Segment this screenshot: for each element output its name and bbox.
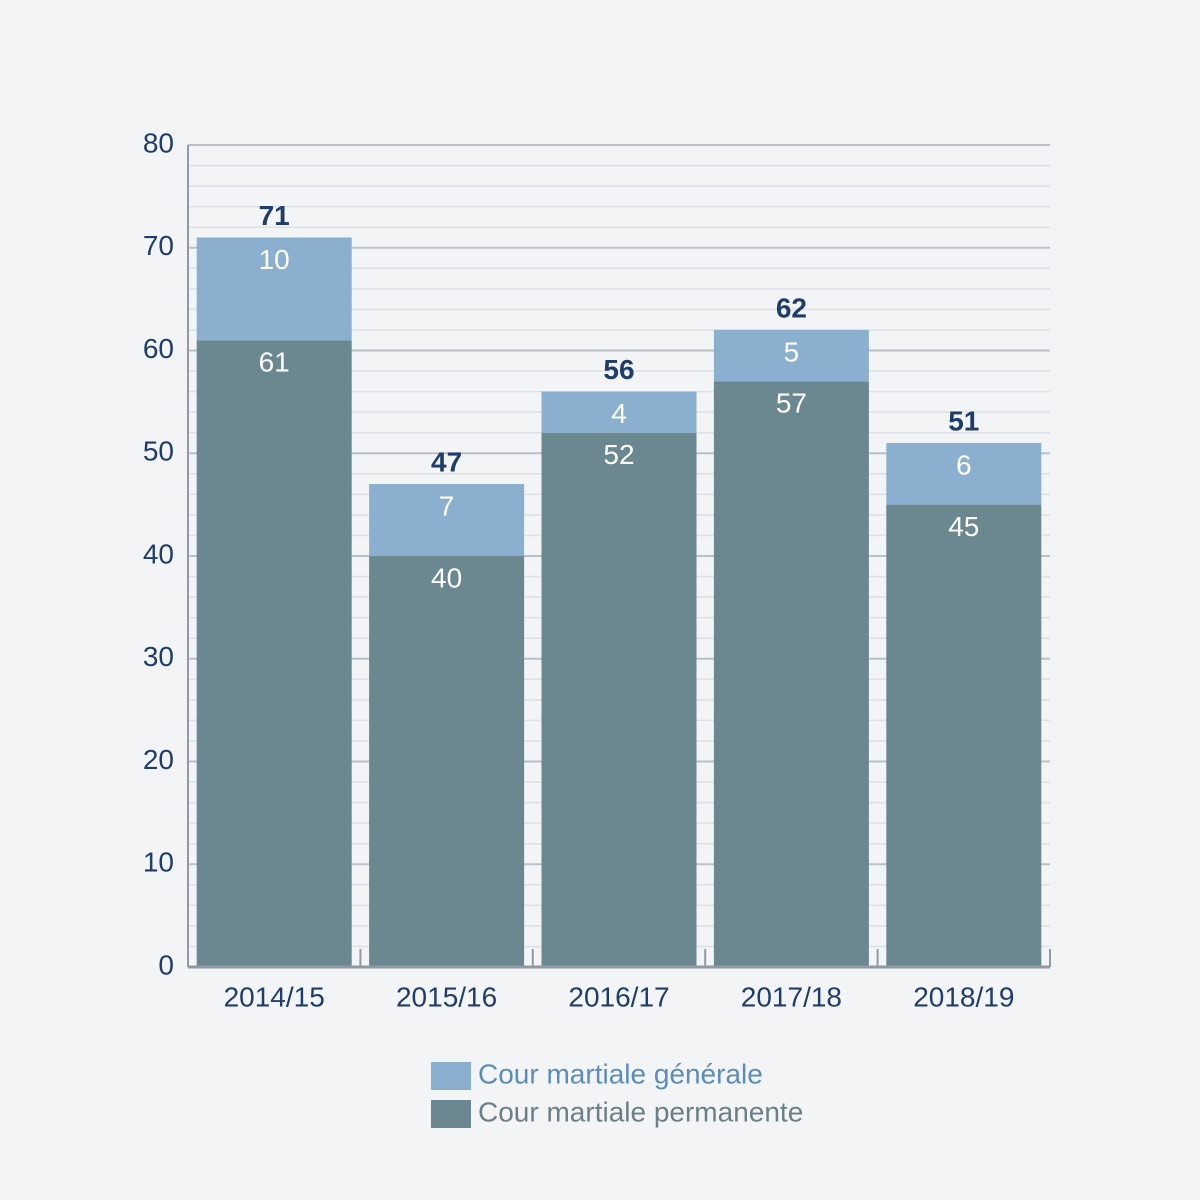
y-tick-label: 0 [158,949,174,980]
y-tick-label: 80 [143,127,174,158]
bar-segment [713,329,869,382]
x-tick-label: 2018/19 [913,981,1014,1012]
x-tick-label: 2017/18 [741,981,842,1012]
total-label: 62 [776,292,807,323]
value-label: 52 [603,439,634,470]
bar-segment [196,237,352,341]
x-tick-label: 2014/15 [224,981,325,1012]
y-tick-label: 50 [143,436,174,467]
legend-swatch [431,1062,471,1090]
value-label: 7 [439,490,455,521]
value-label: 40 [431,562,462,593]
value-label: 61 [259,347,290,378]
bar-segment [369,484,525,556]
bar-segment [713,381,869,967]
value-label: 10 [259,244,290,275]
legend-swatch [431,1100,471,1128]
x-tick-label: 2015/16 [396,981,497,1012]
x-tick-label: 2016/17 [568,981,669,1012]
value-label: 45 [948,511,979,542]
y-tick-label: 70 [143,230,174,261]
y-tick-label: 20 [143,744,174,775]
bar-segment [541,391,697,433]
legend-label: Cour martiale générale [478,1058,763,1089]
value-label: 57 [776,388,807,419]
bar-segment [541,432,697,967]
y-tick-label: 40 [143,538,174,569]
bar-segment [369,556,525,967]
bar-segment [196,340,352,968]
value-label: 5 [784,336,800,367]
value-label: 4 [611,398,627,429]
total-label: 71 [259,200,290,231]
y-tick-label: 60 [143,333,174,364]
bar-segment [886,504,1042,967]
total-label: 51 [948,405,979,436]
total-label: 56 [603,354,634,385]
total-label: 47 [431,446,462,477]
y-tick-label: 30 [143,641,174,672]
value-label: 6 [956,449,972,480]
legend-label: Cour martiale permanente [478,1096,803,1127]
bar-segment [886,442,1042,505]
y-tick-label: 10 [143,847,174,878]
